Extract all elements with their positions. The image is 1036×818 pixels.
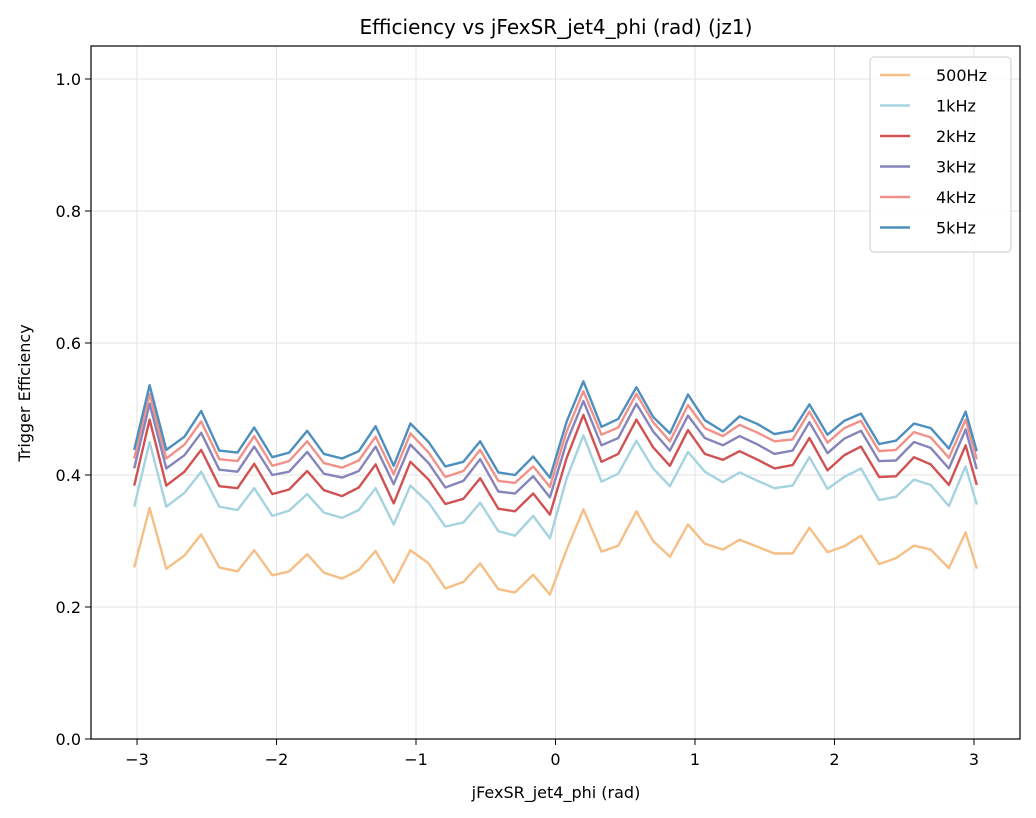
y-tick-label: 1.0 — [56, 70, 81, 89]
legend: 500Hz 1kHz 2kHz 3kHz 4kHz 5kHz — [869, 56, 1012, 253]
x-axis-ticks: −3 −2 −1 0 1 2 3 — [125, 739, 979, 769]
legend-label: 3kHz — [936, 158, 976, 177]
x-tick-label: 2 — [829, 750, 839, 769]
x-tick-label: 3 — [969, 750, 979, 769]
series-lines — [133, 380, 978, 596]
x-tick-label: 0 — [550, 750, 560, 769]
x-tick-label: 1 — [690, 750, 700, 769]
x-tick-label: −3 — [125, 750, 149, 769]
series-line-500hz — [133, 506, 978, 596]
y-axis-label: Trigger Efficiency — [15, 324, 34, 462]
series-line-1khz — [133, 434, 978, 540]
y-tick-label: 0.0 — [56, 730, 81, 749]
x-axis-label: jFexSR_jet4_phi (rad) — [471, 783, 641, 803]
chart-title: Efficiency vs jFexSR_jet4_phi (rad) (jz1… — [360, 15, 753, 39]
legend-label: 5kHz — [936, 219, 976, 238]
legend-label: 4kHz — [936, 188, 976, 207]
y-tick-label: 0.4 — [56, 466, 81, 485]
legend-label: 1kHz — [936, 97, 976, 116]
y-tick-label: 0.8 — [56, 202, 81, 221]
series-line-4khz — [133, 390, 978, 489]
x-tick-label: −1 — [404, 750, 428, 769]
legend-label: 500Hz — [936, 66, 987, 85]
series-line-2khz — [133, 413, 978, 516]
series-line-5khz — [133, 380, 978, 479]
y-axis-ticks: 0.0 0.2 0.4 0.6 0.8 1.0 — [56, 70, 91, 749]
series-line-3khz — [133, 399, 978, 499]
x-tick-label: −2 — [265, 750, 289, 769]
y-tick-label: 0.2 — [56, 598, 81, 617]
legend-label: 2kHz — [936, 127, 976, 146]
y-tick-label: 0.6 — [56, 334, 81, 353]
